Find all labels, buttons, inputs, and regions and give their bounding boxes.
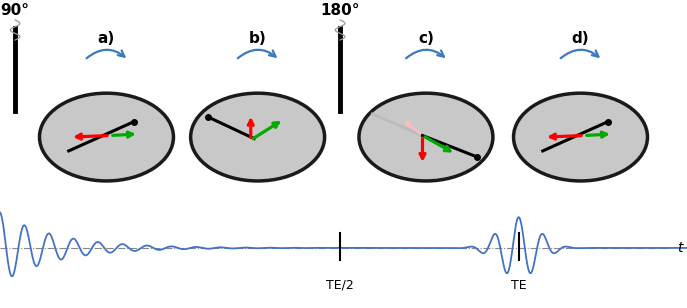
Text: b): b) — [249, 31, 267, 46]
Text: t: t — [677, 241, 682, 255]
Ellipse shape — [359, 93, 493, 181]
Text: a): a) — [98, 31, 115, 46]
Ellipse shape — [514, 93, 647, 181]
Text: d): d) — [572, 31, 589, 46]
Ellipse shape — [40, 93, 173, 181]
FancyArrowPatch shape — [561, 50, 598, 58]
Text: TE: TE — [511, 279, 526, 292]
FancyArrowPatch shape — [87, 50, 124, 58]
Text: TE/2: TE/2 — [326, 279, 354, 292]
Text: c): c) — [418, 31, 434, 46]
Text: 90°: 90° — [1, 3, 30, 18]
FancyArrowPatch shape — [406, 50, 444, 58]
FancyArrowPatch shape — [238, 50, 275, 58]
Text: 180°: 180° — [320, 3, 360, 18]
Ellipse shape — [190, 93, 325, 181]
